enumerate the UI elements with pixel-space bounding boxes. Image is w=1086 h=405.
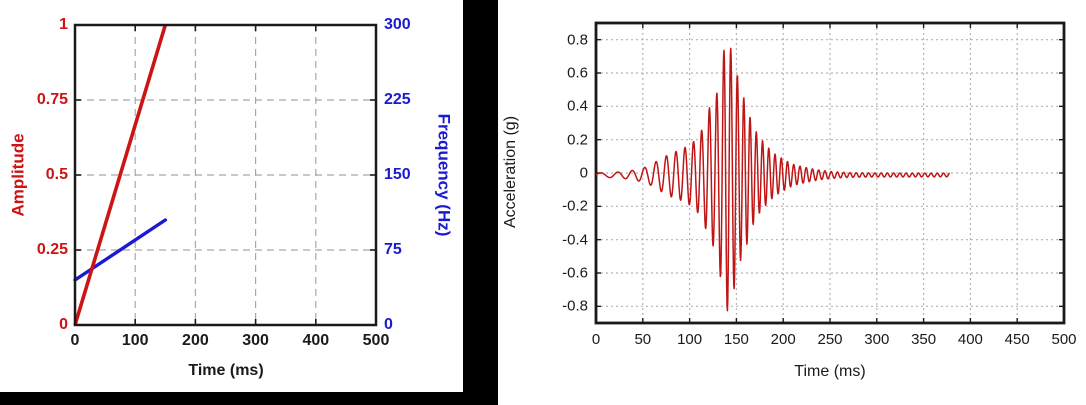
right-chart-x-tick-label: 450 <box>1004 331 1030 348</box>
left-chart-y-tick-label-left: 0 <box>59 316 68 333</box>
right-chart-plot-area <box>594 21 1066 325</box>
right-chart-y-tick-label: 0.4 <box>567 97 588 115</box>
right-chart-y-tick-label: 0.6 <box>567 64 588 82</box>
left-plot-border <box>73 23 378 327</box>
left-chart-x-axis-title: Time (ms) <box>188 362 264 379</box>
right-chart-y-tick-label: 0.2 <box>567 131 588 149</box>
right-chart-x-tick-label: 350 <box>911 331 937 348</box>
left-panel-right-frame-bar <box>463 0 498 405</box>
left-panel-bottom-frame-bar <box>0 392 498 405</box>
left-chart-x-tick-label: 500 <box>362 332 390 349</box>
left-chart-y-tick-label-left: 0.25 <box>36 241 68 258</box>
right-chart-x-axis-title: Time (ms) <box>794 363 866 380</box>
right-chart-x-tick-label: 300 <box>864 331 890 348</box>
left-chart-x-tick-label: 300 <box>242 332 269 349</box>
left-chart-y-tick-label-right: 300 <box>384 16 411 33</box>
right-chart-x-tick-label: 500 <box>1051 331 1077 348</box>
left-chart-y-tick-label-left: 0.75 <box>36 91 68 108</box>
right-chart-y-tick-label: -0.2 <box>562 197 588 215</box>
right-chart-x-tick-label: 100 <box>677 331 703 348</box>
left-chart-y-tick-label-right: 150 <box>384 166 411 183</box>
right-chart-x-tick-label: 250 <box>817 331 843 348</box>
right-chart-x-tick-label: 400 <box>957 331 983 348</box>
left-chart-x-tick-label: 400 <box>302 332 330 349</box>
right-chart-x-tick-label: 150 <box>723 331 749 348</box>
left-chart-x-tick-label: 100 <box>121 332 149 349</box>
left-chart-x-tick-label: 0 <box>70 332 80 349</box>
acceleration-trace <box>595 47 951 312</box>
right-chart-y-tick-label: 0.8 <box>567 31 588 49</box>
right-chart-x-tick-label: 50 <box>634 331 652 348</box>
right-chart-y-tick-label: -0.4 <box>562 231 588 249</box>
left-chart-y-tick-label-right: 225 <box>384 91 411 108</box>
right-plot-border <box>594 21 1066 325</box>
right-chart-y-tick-label: -0.8 <box>562 297 588 315</box>
right-chart-x-tick-label: 200 <box>770 331 796 348</box>
left-chart-x-tick-label: 200 <box>182 332 209 349</box>
right-chart-y-tick-label: -0.6 <box>562 264 588 282</box>
right-chart-y-tick-label: 0 <box>579 164 588 182</box>
left-chart-y-tick-label-left: 0.5 <box>45 166 68 183</box>
left-chart-plot-area <box>73 23 378 327</box>
right-chart-x-tick-label: 0 <box>591 331 601 348</box>
left-chart-y-tick-label-right: 75 <box>384 241 402 258</box>
left-chart-y-tick-label-right: 0 <box>384 316 393 333</box>
amplitude-line <box>73 24 168 326</box>
left-chart-y-tick-label-left: 1 <box>59 16 68 33</box>
